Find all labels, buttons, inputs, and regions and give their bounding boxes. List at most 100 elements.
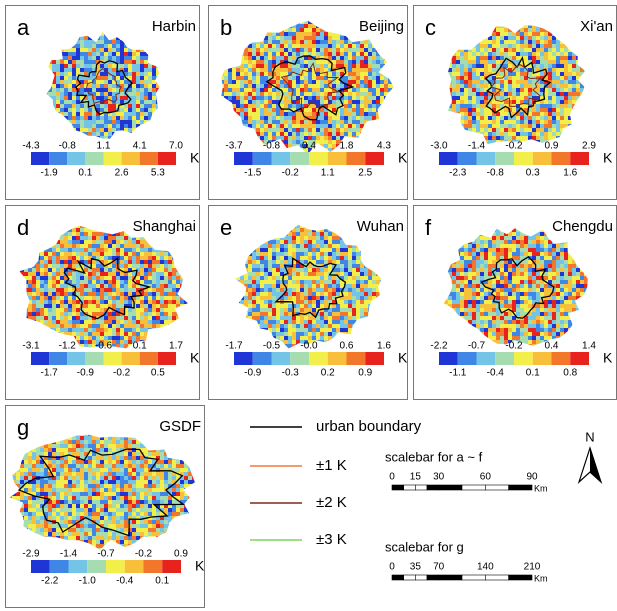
panel-label: f (425, 215, 432, 240)
colorbar-tick-top: -1.4 (468, 141, 486, 152)
colorbar-unit: K (398, 150, 408, 166)
scalebar-tick: 30 (433, 472, 445, 483)
colorbar-cell (533, 152, 552, 165)
city-name: Beijing (359, 18, 404, 35)
colorbar-cell (85, 152, 103, 165)
scalebar-seg (462, 485, 485, 490)
legend-label: ±3 K (316, 531, 347, 548)
city-name: Xi'an (580, 18, 613, 35)
colorbar-cell (162, 560, 181, 573)
scalebar-seg (427, 485, 439, 490)
colorbar-cell (477, 152, 496, 165)
colorbar-tick-top: 4.3 (377, 141, 391, 152)
colorbar-cell (365, 152, 384, 165)
colorbar-tick-bottom: 0.5 (151, 368, 165, 379)
city-name: Shanghai (133, 218, 196, 235)
scalebar-unit: Km (534, 573, 548, 583)
colorbar-cell (106, 560, 125, 573)
colorbar-unit: K (603, 150, 613, 166)
colorbar-cell (290, 152, 309, 165)
colorbar-tick-bottom: -1.0 (79, 576, 97, 587)
scalebar-tick: 35 (410, 562, 422, 573)
colorbar-tick-bottom: 1.6 (563, 168, 577, 179)
colorbar-tick-top: -1.4 (60, 549, 78, 560)
colorbar-tick-bottom: -0.9 (244, 368, 262, 379)
colorbar-unit: K (603, 350, 613, 366)
colorbar-cell (328, 352, 347, 365)
scalebar-tick: 0 (389, 562, 395, 573)
colorbar-tick-top: 2.9 (582, 141, 596, 152)
colorbar-cell (31, 152, 49, 165)
scalebar-seg (404, 575, 416, 580)
colorbar-tick-top: -1.7 (225, 341, 243, 352)
north-label: N (585, 429, 594, 444)
colorbar-tick-bottom: -1.9 (41, 168, 59, 179)
colorbar-cell (140, 352, 158, 365)
colorbar-tick-top: -0.8 (263, 141, 281, 152)
colorbar-cell (125, 560, 144, 573)
colorbar-tick-bottom: -0.2 (282, 168, 300, 179)
colorbar-tick-top: 0.4 (545, 341, 559, 352)
colorbar-tick-bottom: 0.3 (526, 168, 540, 179)
colorbar-tick-bottom: 2.6 (115, 168, 129, 179)
colorbar-tick-top: 0.1 (133, 341, 147, 352)
colorbar-cell (347, 152, 366, 165)
colorbar-tick-top: 1.4 (582, 341, 596, 352)
map-area (46, 32, 159, 139)
scalebar-title: scalebar for a ~ f (385, 449, 483, 464)
legend-label: urban boundary (316, 418, 422, 435)
scalebar-seg (485, 575, 508, 580)
scalebar-seg (392, 575, 404, 580)
colorbar-tick-top: 1.1 (97, 141, 111, 152)
colorbar-tick-bottom: -0.4 (116, 576, 134, 587)
colorbar-tick-top: 4.1 (133, 141, 147, 152)
city-name: Wuhan (357, 218, 404, 235)
colorbar-cell (570, 152, 589, 165)
figure: aHarbin-4.3-0.81.14.17.0-1.90.12.65.3KbB… (0, 0, 617, 611)
panel-label: b (220, 15, 232, 40)
panel-label: a (17, 15, 30, 40)
scalebar-tick: 90 (526, 472, 538, 483)
colorbar-tick-top: 7.0 (169, 141, 183, 152)
colorbar-tick-top: -0.6 (95, 341, 113, 352)
colorbar-cell (234, 152, 253, 165)
colorbar-tick-bottom: 0.8 (563, 368, 577, 379)
colorbar-cell (49, 152, 67, 165)
colorbar-unit: K (190, 150, 200, 166)
colorbar-cell (104, 352, 122, 365)
colorbar-cell (477, 352, 496, 365)
panel-label: e (220, 215, 232, 240)
colorbar-tick-top: -3.1 (22, 341, 40, 352)
colorbar-tick-bottom: -1.5 (244, 168, 262, 179)
city-name: GSDF (159, 418, 201, 435)
colorbar-cell (552, 152, 571, 165)
colorbar-tick-bottom: 0.9 (358, 368, 372, 379)
colorbar-unit: K (190, 350, 200, 366)
scalebar-seg (392, 485, 404, 490)
scalebar-seg (415, 485, 427, 490)
scalebar-seg (439, 485, 462, 490)
legend-label: ±1 K (316, 457, 347, 474)
scalebar-seg (427, 575, 439, 580)
colorbar-tick-top: 0.9 (174, 549, 188, 560)
colorbar-tick-top: -2.9 (22, 549, 40, 560)
colorbar-tick-top: -3.7 (225, 141, 243, 152)
colorbar-cell (122, 352, 140, 365)
colorbar-tick-top: 0.4 (302, 141, 316, 152)
colorbar-cell (328, 152, 347, 165)
scalebar-seg (462, 575, 485, 580)
colorbar-cell (87, 560, 106, 573)
colorbar-cell (533, 352, 552, 365)
colorbar-cell (50, 560, 69, 573)
colorbar-tick-top: -0.2 (505, 141, 523, 152)
colorbar-cell (31, 352, 49, 365)
colorbar-cell (570, 352, 589, 365)
panel-label: c (425, 15, 436, 40)
colorbar-tick-top: 1.6 (377, 341, 391, 352)
colorbar-tick-top: -0.8 (59, 141, 77, 152)
scalebar-tick: 210 (524, 562, 541, 573)
colorbar-cell (140, 152, 158, 165)
colorbar-tick-bottom: -0.9 (77, 368, 95, 379)
colorbar-tick-top: -2.2 (430, 341, 448, 352)
colorbar-tick-top: -0.2 (135, 549, 153, 560)
